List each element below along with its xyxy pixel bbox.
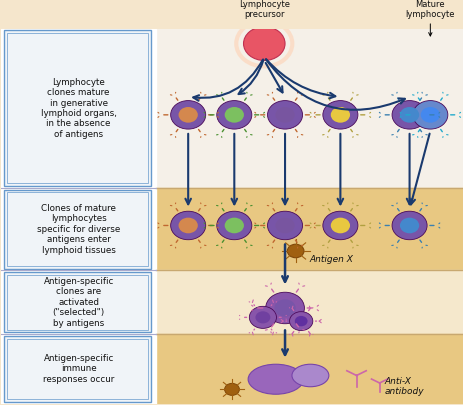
Circle shape <box>289 312 312 330</box>
Circle shape <box>267 100 302 129</box>
Text: Antigen-specific
clones are
activated
("selected")
by antigens: Antigen-specific clones are activated ("… <box>44 277 113 328</box>
Text: Antigen-specific
immune
responses occur: Antigen-specific immune responses occur <box>43 354 114 384</box>
FancyBboxPatch shape <box>4 272 151 333</box>
FancyBboxPatch shape <box>4 30 151 186</box>
Ellipse shape <box>291 364 328 387</box>
Circle shape <box>275 217 294 233</box>
Text: Lymphocyte
precursor: Lymphocyte precursor <box>238 0 289 19</box>
Bar <box>156 29 462 188</box>
Circle shape <box>322 100 357 129</box>
Text: Antigen X: Antigen X <box>309 255 353 264</box>
Circle shape <box>391 211 426 240</box>
Circle shape <box>391 100 426 129</box>
Text: Mature
lymphocyte: Mature lymphocyte <box>405 0 454 19</box>
Text: Lymphocyte
clones mature
in generative
lymphoid organs,
in the absence
of antige: Lymphocyte clones mature in generative l… <box>41 78 116 139</box>
Circle shape <box>255 311 270 324</box>
Circle shape <box>322 211 357 240</box>
Circle shape <box>170 100 205 129</box>
Circle shape <box>330 217 349 233</box>
Circle shape <box>330 107 349 123</box>
Circle shape <box>399 107 418 123</box>
Circle shape <box>249 306 276 328</box>
Circle shape <box>294 316 307 326</box>
Text: Clones of mature
lymphocytes
specific for diverse
antigens enter
lymphoid tissue: Clones of mature lymphocytes specific fo… <box>37 204 120 254</box>
Bar <box>156 188 462 271</box>
FancyBboxPatch shape <box>4 336 151 402</box>
Circle shape <box>287 244 303 258</box>
Ellipse shape <box>248 364 303 394</box>
Circle shape <box>274 299 295 317</box>
Circle shape <box>267 211 302 240</box>
FancyBboxPatch shape <box>4 190 151 269</box>
Bar <box>156 334 462 404</box>
Circle shape <box>224 107 244 123</box>
Circle shape <box>216 100 251 129</box>
Circle shape <box>399 217 418 233</box>
Circle shape <box>170 211 205 240</box>
Circle shape <box>265 292 304 324</box>
Bar <box>1 29 156 404</box>
Circle shape <box>420 107 439 123</box>
Circle shape <box>178 217 197 233</box>
Circle shape <box>178 107 197 123</box>
Circle shape <box>243 27 284 60</box>
Circle shape <box>224 384 239 395</box>
Bar <box>156 271 462 334</box>
Circle shape <box>275 107 294 123</box>
Circle shape <box>224 217 244 233</box>
Circle shape <box>216 211 251 240</box>
Circle shape <box>412 100 447 129</box>
Text: Anti-X
antibody: Anti-X antibody <box>383 377 423 396</box>
